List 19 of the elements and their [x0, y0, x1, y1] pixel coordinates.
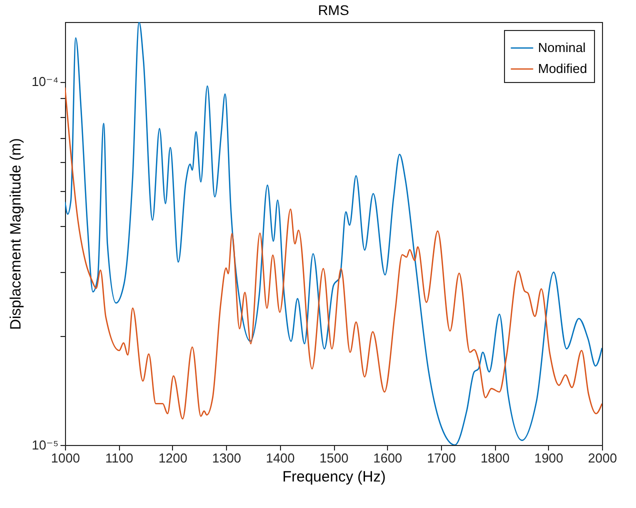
x-tick-label: 1900	[534, 450, 564, 466]
x-tick-label: 1200	[158, 450, 188, 466]
line-series	[65, 86, 602, 420]
chart-title: RMS	[318, 2, 350, 18]
x-tick-label: 1700	[426, 450, 456, 466]
x-tick-label: 1000	[51, 450, 80, 466]
y-tick-label: 10⁻⁵	[32, 438, 58, 452]
x-tick-label: 1800	[480, 450, 510, 466]
legend-label: Modified	[538, 61, 588, 76]
x-tick-label: 2000	[588, 450, 617, 466]
x-tick-label: 1400	[266, 450, 295, 466]
x-tick-label: 1500	[320, 450, 348, 466]
x-tick-label: 1300	[212, 450, 242, 466]
x-tick-label: 1100	[105, 450, 134, 466]
legend-label: Nominal	[538, 40, 586, 55]
y-tick-label: 10⁻⁴	[32, 74, 58, 90]
y-axis-title: Displacement Magnitude (m)	[8, 138, 25, 330]
x-axis-title: Frequency (Hz)	[282, 468, 386, 486]
x-tick-label: 1600	[373, 450, 402, 466]
